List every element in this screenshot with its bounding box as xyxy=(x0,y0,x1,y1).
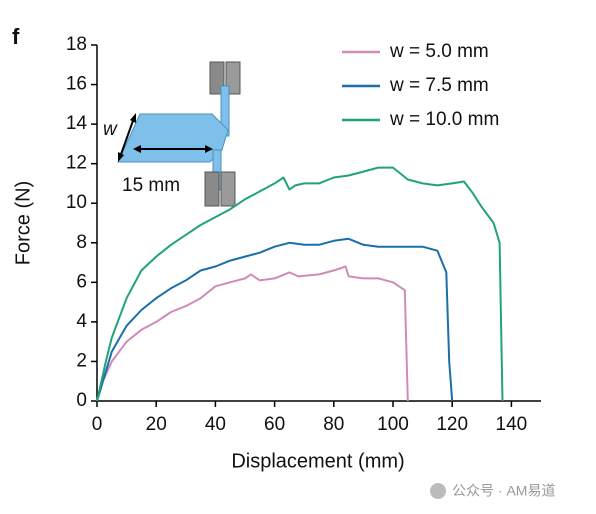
x-tick-label: 140 xyxy=(496,414,528,435)
clamp xyxy=(220,171,236,207)
arrow xyxy=(119,117,135,158)
watermark-icon xyxy=(430,483,446,499)
inset-diagram xyxy=(117,61,241,207)
y-tick-label: 6 xyxy=(76,271,87,292)
line xyxy=(96,265,409,402)
watermark: 公众号 · AM易道 xyxy=(452,483,555,499)
x-axis-label: Displacement (mm) xyxy=(231,450,404,472)
x-tick-label: 40 xyxy=(205,414,226,435)
clamp xyxy=(204,171,220,207)
y-tick-label: 16 xyxy=(66,74,87,95)
legend-label: w = 10.0 mm xyxy=(389,109,499,130)
y-tick-label: 2 xyxy=(76,350,87,371)
line xyxy=(96,166,504,402)
legend-label: w = 5.0 mm xyxy=(389,41,489,62)
x-tick-label: 80 xyxy=(323,414,344,435)
arrow-head xyxy=(133,145,141,153)
legend-label: w = 7.5 mm xyxy=(389,75,489,96)
y-tick-label: 10 xyxy=(66,192,87,213)
arrow-head xyxy=(130,113,136,123)
y-tick-label: 4 xyxy=(76,311,87,332)
y-tick-label: 12 xyxy=(66,153,87,174)
inset-label: 15 mm xyxy=(122,175,180,196)
x-tick-label: 120 xyxy=(436,414,468,435)
y-axis-label: Force (N) xyxy=(12,181,34,265)
x-tick-label: 100 xyxy=(377,414,409,435)
x-tick-label: 20 xyxy=(146,414,167,435)
line xyxy=(96,237,454,402)
inset-label: w xyxy=(103,119,118,140)
panel-label: f xyxy=(12,24,20,49)
y-tick-label: 14 xyxy=(66,113,88,134)
y-tick-label: 0 xyxy=(76,390,87,411)
y-tick-label: 8 xyxy=(76,232,87,253)
y-tick-label: 18 xyxy=(66,34,87,55)
x-tick-label: 0 xyxy=(92,414,103,435)
arrow-head xyxy=(118,152,124,162)
arrow-head xyxy=(205,145,213,153)
x-tick-label: 60 xyxy=(264,414,285,435)
